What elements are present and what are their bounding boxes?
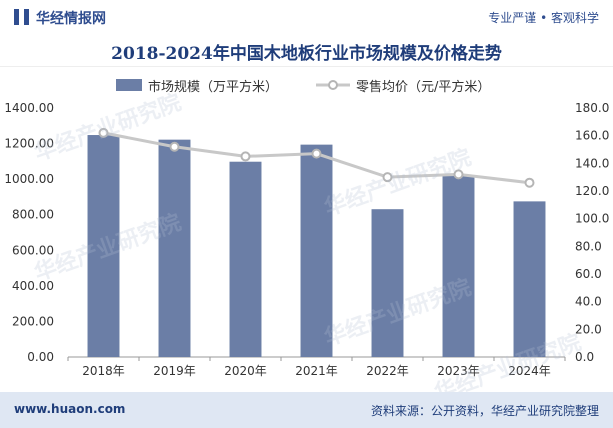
- y-right-tick-label: 40.0: [575, 295, 602, 309]
- chart-title: 2018-2024年中国木地板行业市场规模及价格走势: [111, 44, 502, 64]
- legend-line-swatch: [316, 80, 350, 90]
- x-tick-label: 2019年: [153, 364, 196, 378]
- legend-bar-label: 市场规模（万平方米）: [148, 80, 279, 95]
- y-left-tick-label: 800.00: [12, 208, 54, 222]
- x-tick-label: 2023年: [437, 364, 480, 378]
- y-right-tick-label: 100.0: [575, 212, 609, 226]
- slogan: 专业严谨 • 客观科学: [488, 11, 599, 25]
- footer-source: 资料来源：公开资料，华经产业研究院整理: [370, 404, 599, 418]
- price-point: [382, 172, 393, 183]
- y-right-tick-label: 60.0: [575, 267, 602, 281]
- bar: [158, 139, 191, 357]
- y-right-tick-label: 140.0: [575, 156, 609, 170]
- chart-plot: 0.00 200.00 400.00 600.00 800.00 1000.00 1200.…: [4, 101, 609, 378]
- price-point: [453, 169, 464, 180]
- bar: [300, 144, 333, 357]
- price-point: [98, 127, 109, 138]
- legend-bar-swatch: [116, 79, 142, 91]
- y-left-tick-label: 1000.00: [4, 172, 54, 186]
- footer-website: www.huaon.com: [14, 402, 126, 416]
- bar: [87, 135, 120, 357]
- y-left-tick-label: 400.00: [12, 279, 54, 293]
- y-left-tick-label: 200.00: [12, 314, 54, 328]
- y-left-tick-label: 1200.00: [4, 137, 54, 151]
- title-band: 2018-2024年中国木地板行业市场规模及价格走势: [0, 33, 613, 67]
- x-tick-label: 2021年: [295, 364, 338, 378]
- logo-icon: [14, 9, 30, 25]
- y-right-tick-label: 0.0: [575, 350, 594, 364]
- legend-line-label: 零售均价（元/平方米）: [356, 80, 491, 95]
- bar: [229, 161, 262, 357]
- site-name: 华经情报网: [36, 11, 106, 27]
- price-point: [311, 148, 322, 159]
- y-left-tick-label: 1400.00: [4, 101, 54, 115]
- x-tick-label: 2024年: [508, 364, 551, 378]
- price-point: [169, 141, 180, 152]
- y-left-tick-label: 0.00: [27, 350, 54, 364]
- y-right-tick-label: 120.0: [575, 184, 609, 198]
- y-right-tick-label: 80.0: [575, 239, 602, 253]
- price-point: [240, 151, 251, 162]
- x-tick-label: 2020年: [224, 364, 267, 378]
- y-right-tick-label: 180.0: [575, 101, 609, 115]
- legend: 市场规模（万平方米） 零售均价（元/平方米）: [0, 74, 613, 96]
- footer: www.huaon.com 资料来源：公开资料，华经产业研究院整理: [0, 392, 613, 428]
- x-tick-label: 2022年: [366, 364, 409, 378]
- top-bar: 华经情报网 专业严谨 • 客观科学: [0, 0, 613, 33]
- y-left-tick-label: 600.00: [12, 243, 54, 257]
- y-right-tick-label: 160.0: [575, 129, 609, 143]
- bar: [513, 201, 546, 357]
- y-right-tick-label: 20.0: [575, 322, 602, 336]
- bar: [442, 175, 475, 357]
- bar: [371, 209, 404, 357]
- x-tick-label: 2018年: [82, 364, 125, 378]
- price-point: [524, 177, 535, 188]
